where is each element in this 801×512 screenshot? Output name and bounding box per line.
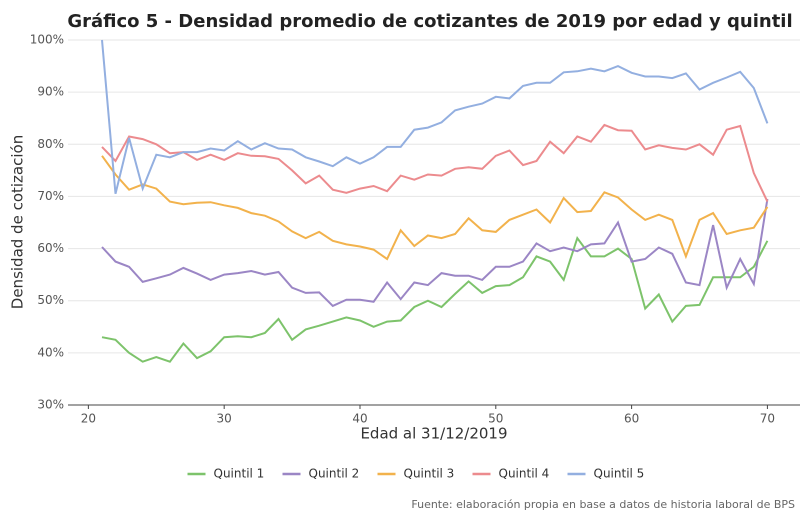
y-tick-label: 70% xyxy=(37,189,64,203)
x-tick-label: 60 xyxy=(624,412,639,426)
series-line xyxy=(101,155,769,261)
y-tick-label: 100% xyxy=(30,33,64,47)
y-tick-label: 60% xyxy=(37,241,64,255)
x-tick-label: 20 xyxy=(81,412,96,426)
series-line xyxy=(101,39,769,195)
legend-label: Quintil 1 xyxy=(214,467,265,481)
y-tick-label: 30% xyxy=(37,398,64,412)
y-tick-label: 90% xyxy=(37,85,64,99)
x-axis-label: Edad al 31/12/2019 xyxy=(360,425,507,443)
series-line xyxy=(101,198,769,308)
legend-label: Quintil 3 xyxy=(404,467,455,481)
legend-label: Quintil 4 xyxy=(499,467,550,481)
x-tick-label: 70 xyxy=(760,412,775,426)
y-axis-label: Densidad de cotización xyxy=(9,135,27,309)
legend-label: Quintil 5 xyxy=(594,467,645,481)
chart-title: Gráfico 5 - Densidad promedio de cotizan… xyxy=(67,11,792,32)
legend-label: Quintil 2 xyxy=(309,467,360,481)
x-tick-label: 40 xyxy=(352,412,367,426)
source-note: Fuente: elaboración propia en base a dat… xyxy=(411,498,795,511)
x-tick-label: 30 xyxy=(217,412,232,426)
x-tick-label: 50 xyxy=(488,412,503,426)
y-tick-label: 50% xyxy=(37,293,64,307)
series-line xyxy=(101,123,769,203)
series-line xyxy=(101,235,769,363)
y-tick-label: 80% xyxy=(37,137,64,151)
y-tick-label: 40% xyxy=(37,345,64,359)
